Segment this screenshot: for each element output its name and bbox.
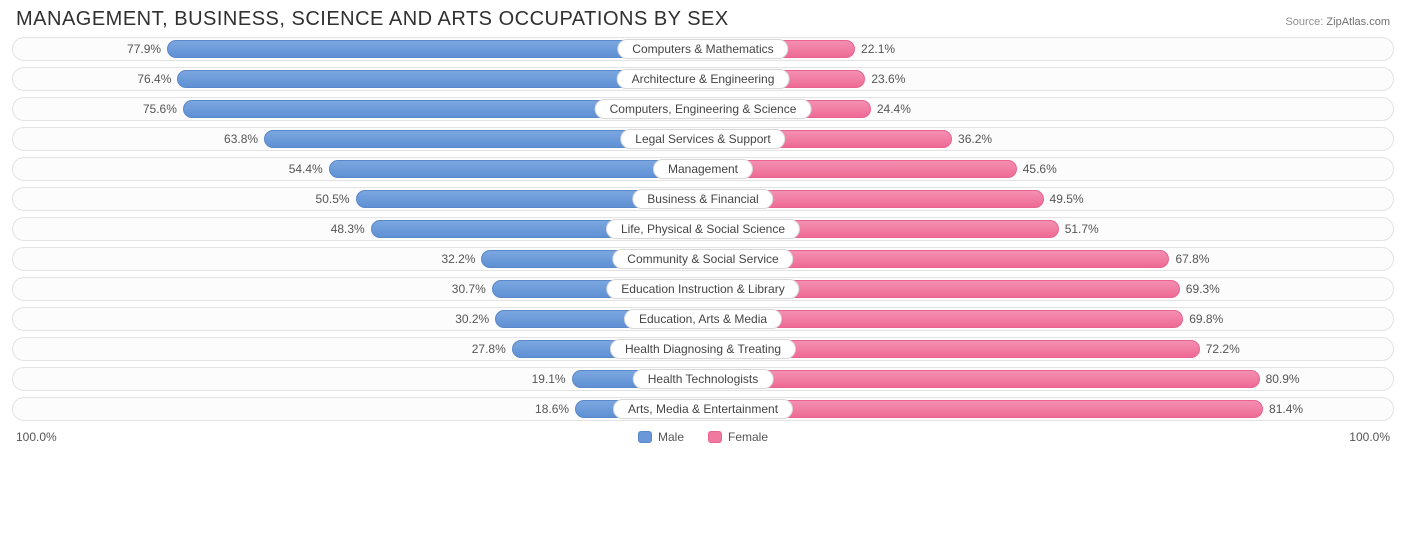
male-half: 50.5% <box>15 190 703 208</box>
category-label: Life, Physical & Social Science <box>606 219 800 239</box>
legend-male: Male <box>638 430 684 444</box>
chart-title: MANAGEMENT, BUSINESS, SCIENCE AND ARTS O… <box>16 8 729 31</box>
category-label: Architecture & Engineering <box>617 69 790 89</box>
female-half: 23.6% <box>703 70 1391 88</box>
swatch-male-icon <box>638 431 652 443</box>
female-half: 36.2% <box>703 130 1391 148</box>
male-pct-label: 30.7% <box>452 282 486 296</box>
male-pct-label: 32.2% <box>441 252 475 266</box>
female-half: 72.2% <box>703 340 1391 358</box>
male-pct-label: 50.5% <box>316 192 350 206</box>
occupations-chart: 77.9% 22.1% Computers & Mathematics 76.4% 23… <box>12 37 1394 421</box>
male-pct-label: 63.8% <box>224 132 258 146</box>
chart-row: 54.4% 45.6% Management <box>12 157 1394 181</box>
female-pct-label: 22.1% <box>861 42 895 56</box>
male-pct-label: 76.4% <box>137 72 171 86</box>
category-label: Education Instruction & Library <box>606 279 799 299</box>
source-prefix: Source: <box>1285 16 1323 28</box>
male-half: 27.8% <box>15 340 703 358</box>
female-half: 67.8% <box>703 250 1391 268</box>
chart-row: 30.7% 69.3% Education Instruction & Librar… <box>12 277 1394 301</box>
chart-row: 19.1% 80.9% Health Technologists <box>12 367 1394 391</box>
chart-row: 77.9% 22.1% Computers & Mathematics <box>12 37 1394 61</box>
chart-header: MANAGEMENT, BUSINESS, SCIENCE AND ARTS O… <box>12 8 1394 37</box>
chart-row: 30.2% 69.8% Education, Arts & Media <box>12 307 1394 331</box>
male-bar <box>329 160 703 178</box>
male-pct-label: 18.6% <box>535 402 569 416</box>
male-pct-label: 54.4% <box>289 162 323 176</box>
chart-row: 63.8% 36.2% Legal Services & Support <box>12 127 1394 151</box>
male-half: 54.4% <box>15 160 703 178</box>
male-half: 32.2% <box>15 250 703 268</box>
female-pct-label: 36.2% <box>958 132 992 146</box>
male-half: 77.9% <box>15 40 703 58</box>
female-pct-label: 49.5% <box>1050 192 1084 206</box>
female-half: 45.6% <box>703 160 1391 178</box>
chart-source: Source: ZipAtlas.com <box>1285 16 1390 28</box>
male-pct-label: 27.8% <box>472 342 506 356</box>
male-pct-label: 75.6% <box>143 102 177 116</box>
legend-female-label: Female <box>728 430 768 444</box>
category-label: Computers, Engineering & Science <box>595 99 812 119</box>
female-pct-label: 23.6% <box>871 72 905 86</box>
category-label: Health Technologists <box>633 369 774 389</box>
axis-right-label: 100.0% <box>1349 430 1390 444</box>
female-pct-label: 69.3% <box>1186 282 1220 296</box>
female-pct-label: 45.6% <box>1023 162 1057 176</box>
chart-row: 27.8% 72.2% Health Diagnosing & Treating <box>12 337 1394 361</box>
legend-female: Female <box>708 430 768 444</box>
female-pct-label: 81.4% <box>1269 402 1303 416</box>
category-label: Management <box>653 159 753 179</box>
category-label: Business & Financial <box>632 189 773 209</box>
male-half: 30.7% <box>15 280 703 298</box>
axis-left-label: 100.0% <box>16 430 57 444</box>
chart-row: 75.6% 24.4% Computers, Engineering & Scien… <box>12 97 1394 121</box>
chart-row: 76.4% 23.6% Architecture & Engineering <box>12 67 1394 91</box>
chart-row: 50.5% 49.5% Business & Financial <box>12 187 1394 211</box>
male-pct-label: 48.3% <box>331 222 365 236</box>
female-pct-label: 72.2% <box>1206 342 1240 356</box>
source-name: ZipAtlas.com <box>1326 16 1390 28</box>
chart-row: 18.6% 81.4% Arts, Media & Entertainment <box>12 397 1394 421</box>
male-half: 30.2% <box>15 310 703 328</box>
female-pct-label: 67.8% <box>1175 252 1209 266</box>
male-half: 76.4% <box>15 70 703 88</box>
chart-row: 48.3% 51.7% Life, Physical & Social Scienc… <box>12 217 1394 241</box>
legend: Male Female <box>638 430 768 444</box>
male-half: 63.8% <box>15 130 703 148</box>
male-half: 19.1% <box>15 370 703 388</box>
category-label: Arts, Media & Entertainment <box>613 399 793 419</box>
female-bar <box>703 370 1260 388</box>
legend-male-label: Male <box>658 430 684 444</box>
female-half: 22.1% <box>703 40 1391 58</box>
category-label: Computers & Mathematics <box>617 39 788 59</box>
category-label: Health Diagnosing & Treating <box>610 339 796 359</box>
male-pct-label: 19.1% <box>532 372 566 386</box>
female-pct-label: 69.8% <box>1189 312 1223 326</box>
female-pct-label: 24.4% <box>877 102 911 116</box>
chart-row: 32.2% 67.8% Community & Social Service <box>12 247 1394 271</box>
male-half: 18.6% <box>15 400 703 418</box>
female-half: 69.8% <box>703 310 1391 328</box>
female-half: 51.7% <box>703 220 1391 238</box>
male-half: 48.3% <box>15 220 703 238</box>
category-label: Education, Arts & Media <box>624 309 782 329</box>
male-pct-label: 30.2% <box>455 312 489 326</box>
female-half: 81.4% <box>703 400 1391 418</box>
category-label: Community & Social Service <box>612 249 793 269</box>
category-label: Legal Services & Support <box>620 129 785 149</box>
female-pct-label: 80.9% <box>1266 372 1300 386</box>
female-half: 80.9% <box>703 370 1391 388</box>
chart-footer: 100.0% Male Female 100.0% <box>12 427 1394 447</box>
female-half: 49.5% <box>703 190 1391 208</box>
female-pct-label: 51.7% <box>1065 222 1099 236</box>
female-half: 69.3% <box>703 280 1391 298</box>
male-pct-label: 77.9% <box>127 42 161 56</box>
swatch-female-icon <box>708 431 722 443</box>
